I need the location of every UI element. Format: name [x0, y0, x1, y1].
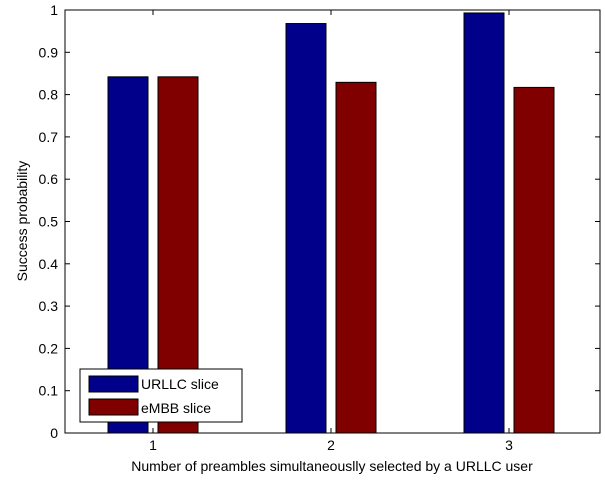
bar-urllc-slice-3: [463, 12, 505, 434]
y-axis-title: Success probability: [14, 161, 30, 282]
y-tick-label: 0.7: [39, 129, 59, 145]
x-tick-label: 3: [505, 437, 513, 453]
y-tick-label: 0.5: [39, 214, 59, 230]
x-tick-label: 1: [149, 437, 157, 453]
plot-frame: [64, 9, 601, 434]
x-axis-title: Number of preambles simultaneouslly sele…: [131, 458, 533, 474]
bars-group: [107, 12, 555, 434]
plot-area: [65, 10, 600, 433]
y-tick-label: 0.9: [39, 44, 59, 60]
bar-urllc-slice-2: [285, 23, 327, 434]
bar-embb-slice-3: [513, 86, 555, 434]
bar-embb-slice-2: [335, 81, 377, 434]
x-tick-label: 2: [327, 437, 335, 453]
legend-label-urllc: URLLC slice: [141, 376, 219, 392]
y-tick-label: 0.8: [39, 87, 59, 103]
ticks-group: 0 0.1 0.2 0.3 0.4 0.5 0.6 0.7 0.8 0.9 1 1 2 3: [39, 2, 600, 453]
y-tick-label: 0.6: [39, 171, 59, 187]
y-tick-label: 0.4: [39, 256, 59, 272]
y-tick-label: 0.1: [39, 383, 59, 399]
legend-label-embb: eMBB slice: [141, 400, 211, 416]
legend-swatch-urllc: [88, 375, 139, 393]
legend-swatch-embb: [88, 398, 139, 416]
y-tick-label: 0.2: [39, 340, 59, 356]
legend: URLLC slice eMBB slice: [79, 368, 243, 423]
y-tick-label: 0: [50, 425, 58, 441]
y-tick-label: 1: [50, 2, 58, 18]
y-tick-label: 0.3: [39, 298, 59, 314]
